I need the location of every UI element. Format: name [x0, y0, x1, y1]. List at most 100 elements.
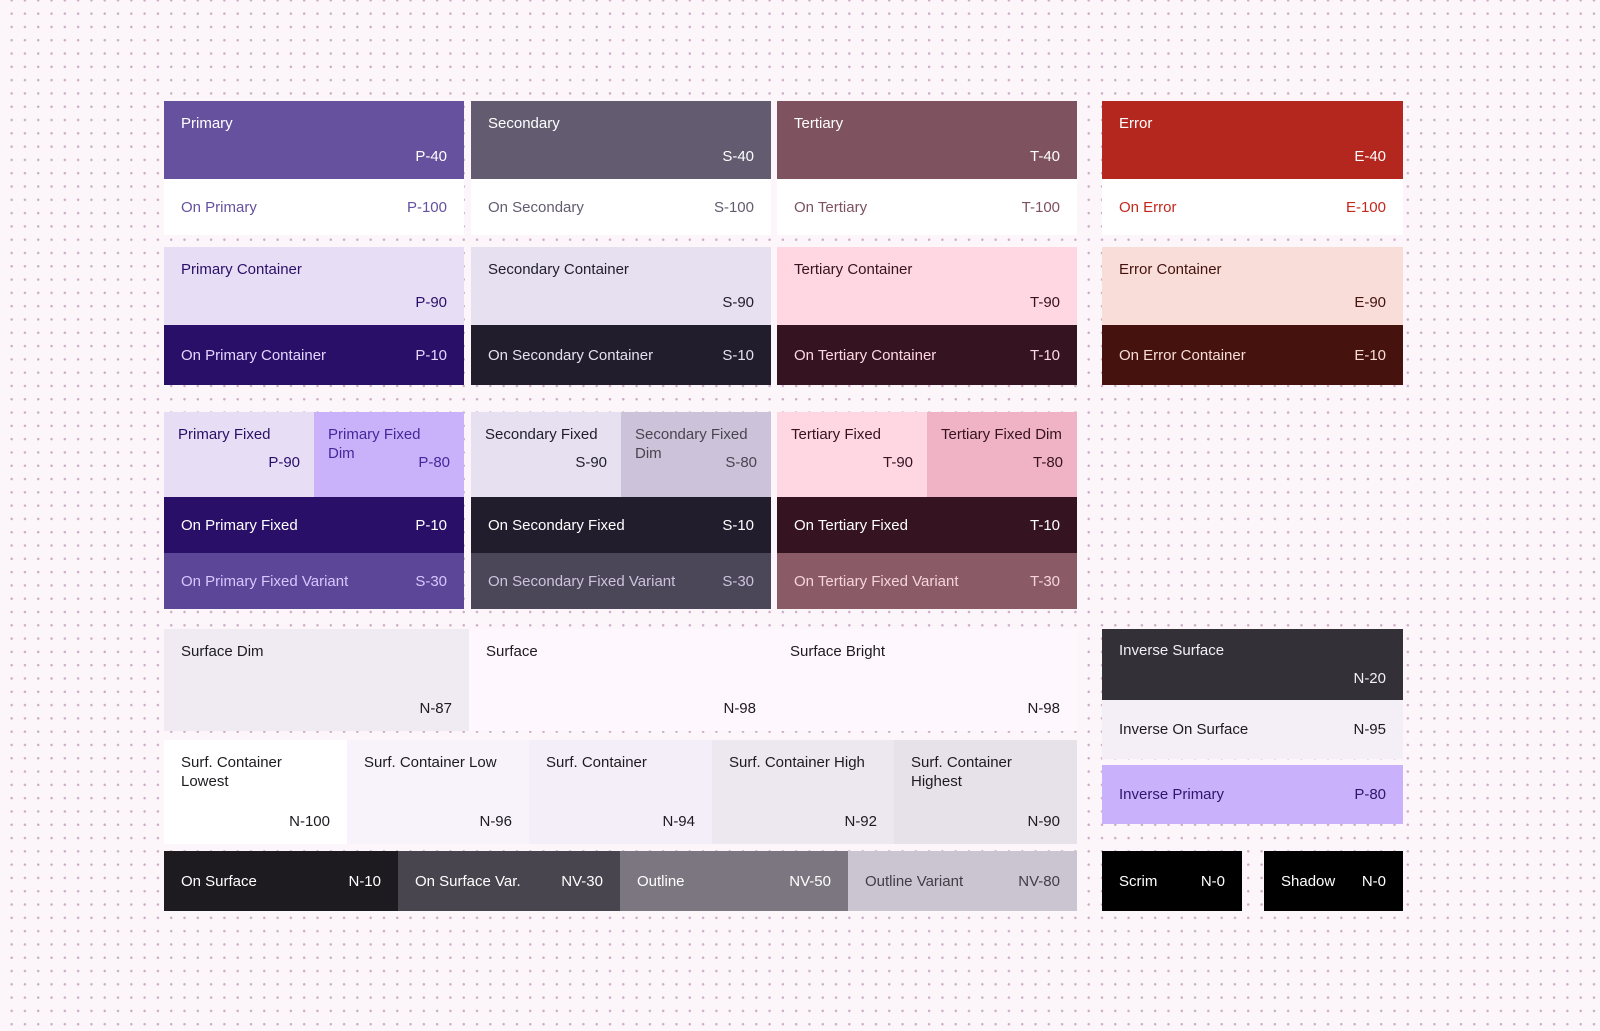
- swatch-label: Primary Container: [181, 261, 302, 278]
- swatch-on-primary-fixed: On Primary Fixed P-10: [164, 497, 464, 553]
- swatch-label: Secondary Fixed Dim: [635, 426, 748, 462]
- swatch-surface-bright: Surface Bright N-98: [773, 629, 1077, 731]
- swatch-token: P-40: [415, 148, 447, 165]
- swatch-token: T-80: [1032, 454, 1063, 471]
- swatch-on-primary-container: On Primary Container P-10: [164, 325, 464, 385]
- swatch-label: Surface: [486, 643, 538, 660]
- swatch-label: Tertiary Container: [794, 261, 913, 278]
- swatch-label: On Secondary: [488, 198, 584, 216]
- swatch-outline: Outline NV-50: [620, 851, 848, 911]
- swatch-label: Outline: [637, 872, 685, 890]
- swatch-label: Outline Variant: [865, 872, 964, 890]
- swatch-secondary-container: Secondary Container S-90: [471, 247, 771, 325]
- swatch-label: On Surface: [181, 872, 257, 890]
- swatch-label: On Secondary Fixed Variant: [488, 572, 676, 590]
- swatch-surface-container-lowest: Surf. Container Lowest N-100: [164, 740, 347, 844]
- swatch-outline-variant: Outline Variant NV-80: [848, 851, 1077, 911]
- swatch-label: Surf. Container: [546, 754, 647, 771]
- swatch-label: Inverse Surface: [1119, 642, 1225, 659]
- swatch-tertiary-fixed: Tertiary Fixed T-90: [777, 412, 927, 497]
- swatch-inverse-on-surface: Inverse On Surface N-95: [1102, 700, 1403, 759]
- swatch-label: On Primary Fixed: [181, 516, 298, 534]
- swatch-token: P-80: [418, 454, 450, 471]
- swatch-label: Surf. Container High: [729, 754, 865, 771]
- swatch-label: On Tertiary: [794, 198, 868, 216]
- swatch-surface-dim: Surface Dim N-87: [164, 629, 469, 731]
- swatch-label: Primary Fixed: [178, 426, 271, 443]
- swatch-label: Tertiary: [794, 115, 844, 132]
- swatch-label: On Primary: [181, 198, 257, 216]
- swatch-label: Surf. Container Low: [364, 754, 497, 771]
- swatch-token: NV-50: [789, 872, 831, 890]
- swatch-label: On Surface Var.: [415, 872, 521, 890]
- swatch-token: E-90: [1354, 294, 1386, 311]
- swatch-label: On Secondary Fixed: [488, 516, 625, 534]
- swatch-label: Secondary Container: [488, 261, 629, 278]
- swatch-label: Surf. Container Highest: [911, 754, 1012, 790]
- swatch-inverse-surface: Inverse Surface N-20: [1102, 629, 1403, 700]
- swatch-label: Inverse Primary: [1119, 786, 1225, 803]
- swatch-on-tertiary-fixed: On Tertiary Fixed T-10: [777, 497, 1077, 553]
- swatch-token: N-95: [1353, 721, 1386, 738]
- swatch-primary: Primary P-40: [164, 101, 464, 179]
- swatch-token: N-94: [662, 813, 695, 830]
- swatch-tertiary-fixed-dim: Tertiary Fixed Dim T-80: [927, 412, 1077, 497]
- swatch-token: T-90: [1029, 294, 1060, 311]
- swatch-on-secondary: On Secondary S-100: [471, 179, 771, 235]
- swatch-label: Error: [1119, 115, 1153, 132]
- swatch-token: T-90: [882, 454, 913, 471]
- swatch-label: On Error: [1119, 198, 1177, 216]
- swatch-label: Error Container: [1119, 261, 1222, 278]
- swatch-secondary-fixed: Secondary Fixed S-90: [471, 412, 621, 497]
- swatch-surface-container-highest: Surf. Container Highest N-90: [894, 740, 1077, 844]
- swatch-token: N-96: [479, 813, 512, 830]
- swatch-token: E-100: [1345, 198, 1386, 216]
- swatch-surface: Surface N-98: [469, 629, 773, 731]
- swatch-token: N-20: [1353, 670, 1386, 687]
- swatch-token: N-0: [1200, 872, 1225, 890]
- swatch-token: P-100: [406, 198, 447, 216]
- swatch-label: Surface Bright: [790, 643, 886, 660]
- swatch-label: On Error Container: [1119, 346, 1246, 364]
- swatch-label: Scrim: [1119, 872, 1158, 890]
- swatch-token: P-90: [268, 454, 300, 471]
- swatch-token: S-100: [713, 198, 754, 216]
- swatch-tertiary-container: Tertiary Container T-90: [777, 247, 1077, 325]
- swatch-token: T-10: [1029, 346, 1060, 364]
- swatch-token: N-92: [844, 813, 877, 830]
- swatch-label: Surface Dim: [181, 643, 264, 660]
- swatch-label: On Secondary Container: [488, 346, 654, 364]
- swatch-label: Inverse On Surface: [1119, 721, 1249, 738]
- swatch-token: S-30: [722, 572, 754, 590]
- swatch-on-secondary-fixed: On Secondary Fixed S-10: [471, 497, 771, 553]
- swatch-token: S-10: [722, 346, 754, 364]
- swatch-token: S-90: [722, 294, 754, 311]
- swatch-scrim: Scrim N-0: [1102, 851, 1242, 911]
- swatch-token: T-10: [1029, 516, 1060, 534]
- swatch-token: P-90: [415, 294, 447, 311]
- swatch-primary-fixed: Primary Fixed P-90: [164, 412, 314, 497]
- swatch-inverse-primary: Inverse Primary P-80: [1102, 765, 1403, 824]
- swatch-token: N-98: [723, 700, 756, 717]
- swatch-shadow: Shadow N-0: [1264, 851, 1403, 911]
- swatch-token: S-30: [415, 572, 447, 590]
- swatch-secondary: Secondary S-40: [471, 101, 771, 179]
- swatch-error-container: Error Container E-90: [1102, 247, 1403, 325]
- swatch-token: N-98: [1027, 700, 1060, 717]
- swatch-token: N-100: [289, 813, 330, 830]
- swatch-token: S-10: [722, 516, 754, 534]
- swatch-token: S-80: [725, 454, 757, 471]
- swatch-token: N-10: [348, 872, 381, 890]
- swatch-on-secondary-fixed-variant: On Secondary Fixed Variant S-30: [471, 553, 771, 609]
- swatch-label: Secondary Fixed: [485, 426, 598, 443]
- swatch-label: Primary: [181, 115, 233, 132]
- swatch-on-tertiary-fixed-variant: On Tertiary Fixed Variant T-30: [777, 553, 1077, 609]
- swatch-token: T-40: [1029, 148, 1060, 165]
- swatch-error: Error E-40: [1102, 101, 1403, 179]
- swatch-on-error-container: On Error Container E-10: [1102, 325, 1403, 385]
- swatch-token: P-10: [415, 516, 447, 534]
- swatch-token: N-87: [419, 700, 452, 717]
- swatch-secondary-fixed-dim: Secondary Fixed Dim S-80: [621, 412, 771, 497]
- swatch-surface-container-low: Surf. Container Low N-96: [347, 740, 529, 844]
